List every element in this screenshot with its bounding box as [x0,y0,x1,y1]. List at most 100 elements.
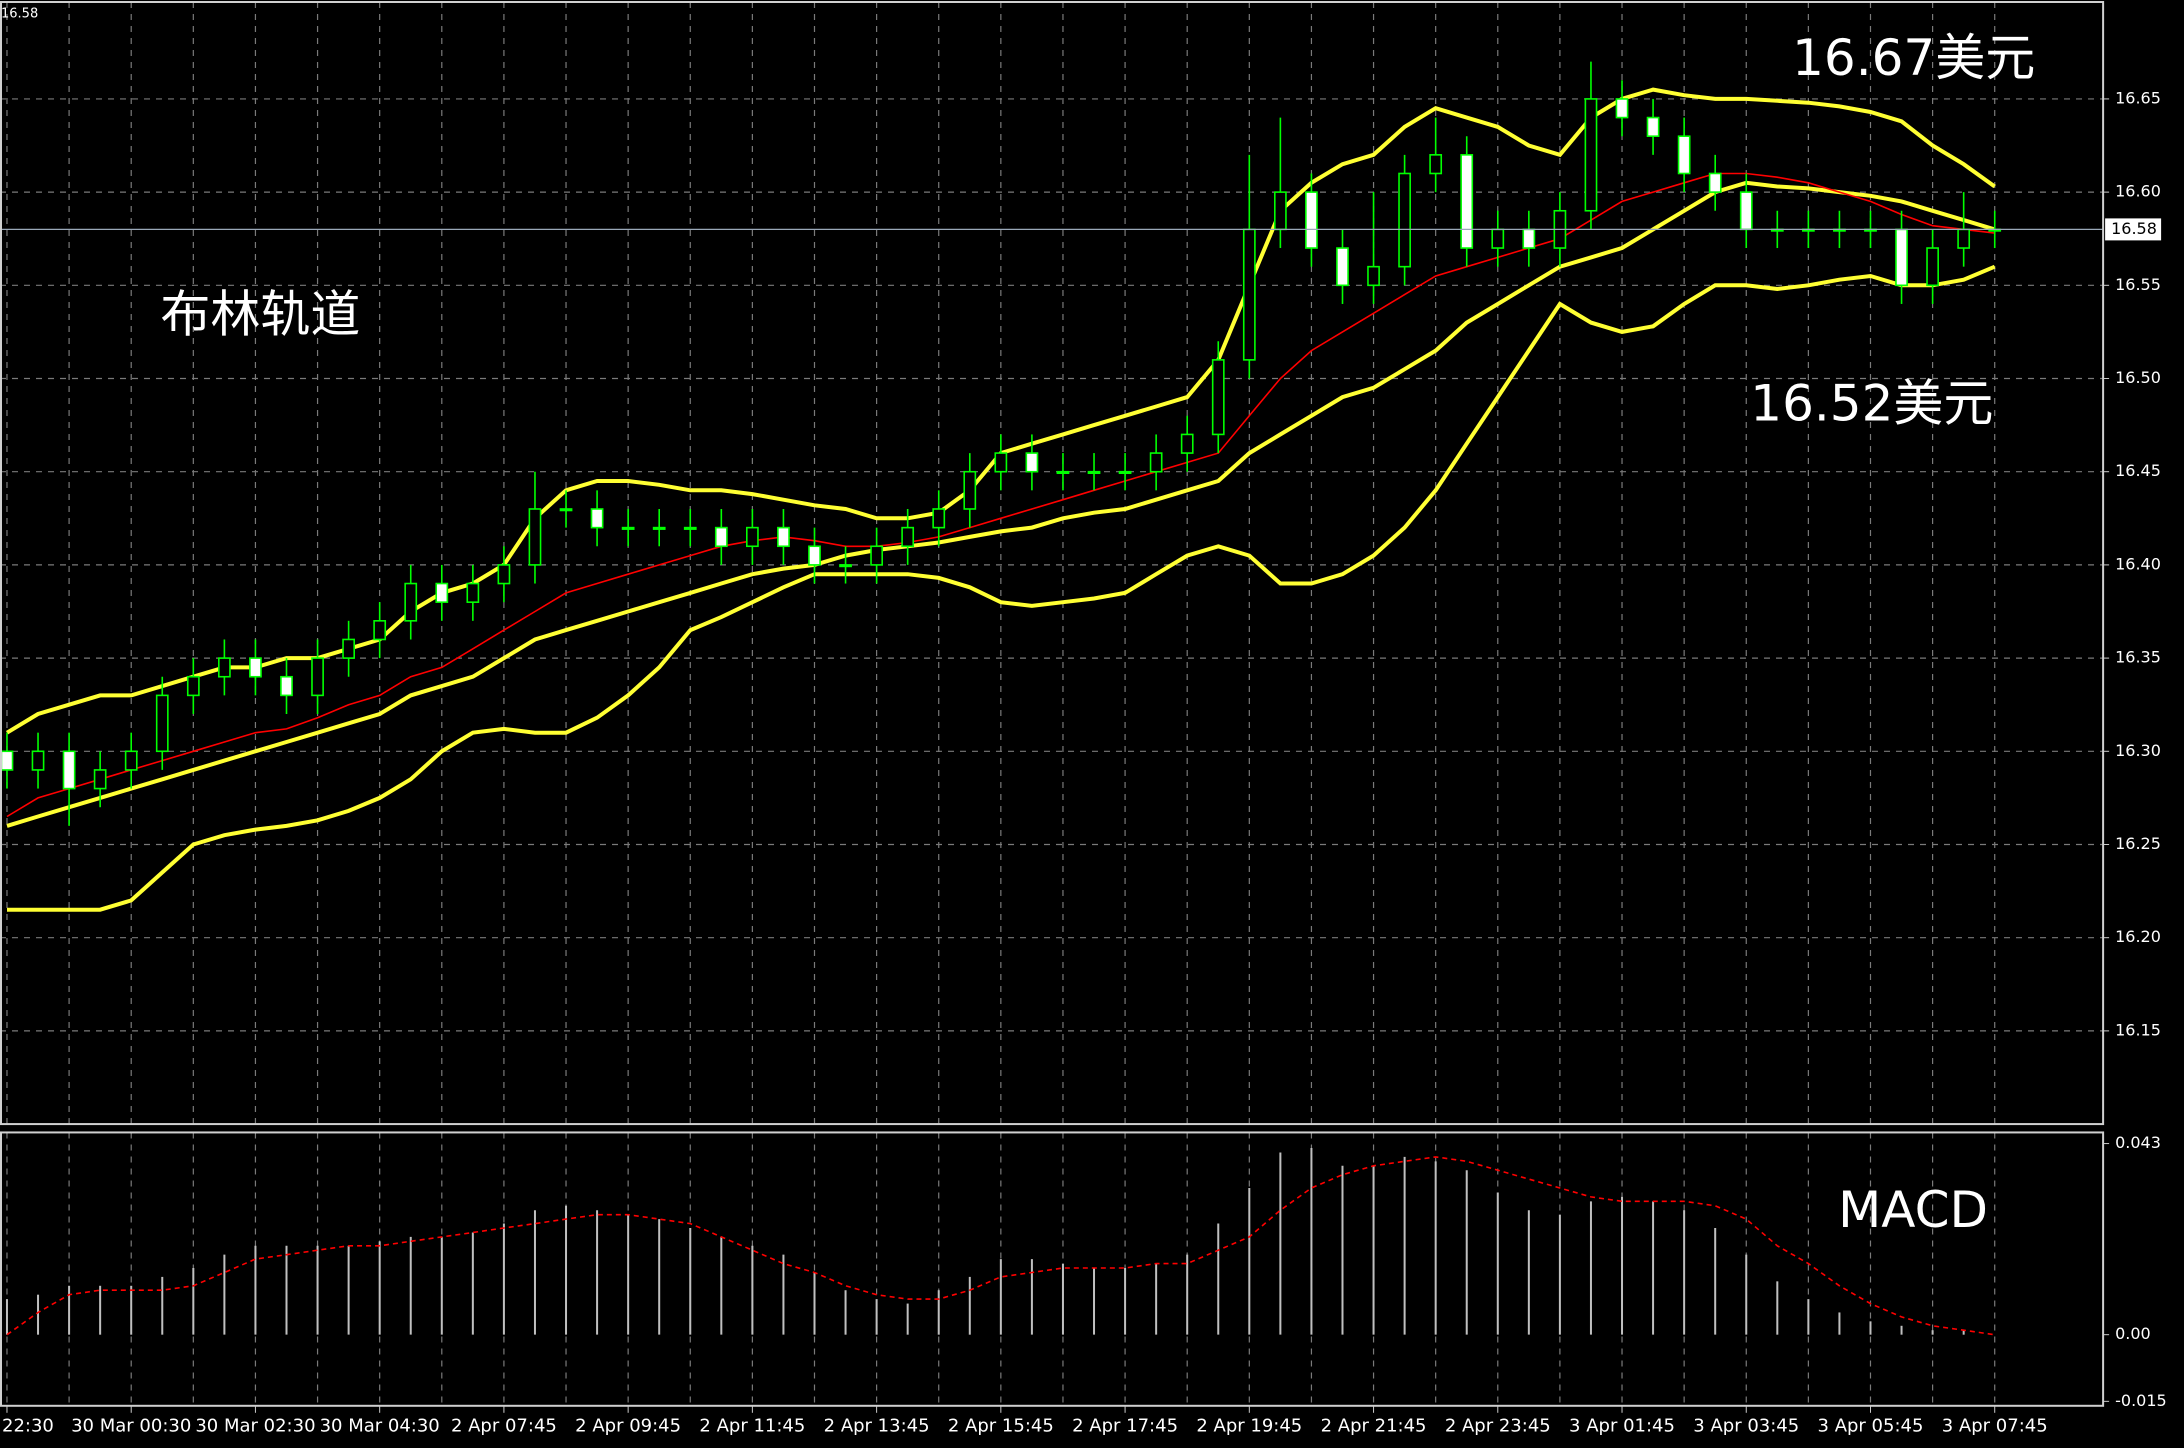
y-tick-label: 16.50 [2115,368,2161,387]
panel-frame [0,1,2105,1126]
candle-body [1118,470,1132,475]
candle-body [1460,154,1474,249]
x-tick-label: 2 Apr 17:45 [1072,1416,1178,1437]
candle-body [994,452,1008,473]
annotation: 布林轨道 [160,285,360,343]
top-price-label: 16.58 [1,7,38,22]
candle-body [870,545,883,566]
candle-body [745,526,759,548]
candle-body [683,526,697,530]
candle-body [62,750,76,790]
candle-body [528,508,542,566]
x-tick-label: 2 Apr 19:45 [1196,1416,1302,1437]
y-tick-label: 16.60 [2115,182,2161,201]
y-tick-label: 16.35 [2115,648,2161,667]
x-tick-label: 2 Apr 11:45 [699,1416,805,1437]
candle-body [435,582,449,603]
y-tick-label: 0.00 [2115,1324,2151,1343]
x-tick-label: 3 Apr 03:45 [1693,1416,1799,1437]
candle-body [1242,228,1256,361]
candle-body [155,694,169,753]
x-tick-label: 30 Mar 04:30 [320,1416,440,1437]
candle-body [1025,452,1039,473]
y-tick-label: -0.015 [2115,1391,2167,1410]
candle-body [1367,265,1380,287]
x-tick-label: 30 Mar 00:30 [71,1416,191,1437]
candle-body [1491,228,1505,249]
candle-body [249,657,262,678]
candle-body [777,526,790,548]
candle-body [1739,191,1753,231]
y-tick-label: 16.65 [2115,88,2161,107]
annotation: 16.67美元 [1792,29,2035,87]
candle-body [31,750,45,771]
y-tick-label: 16.45 [2115,461,2161,480]
candle-body [311,657,324,697]
y-tick-label: 16.25 [2115,834,2161,853]
bollinger-band [7,264,1996,912]
candle-body [186,675,200,697]
candle-body [466,582,480,603]
candle-body [1646,116,1660,138]
candle-body [1677,135,1691,175]
y-tick-label: 16.40 [2115,554,2161,573]
candle-body [559,508,573,512]
bollinger-band [6,180,1996,828]
candle-body [1180,433,1194,454]
moving-average [6,172,1995,818]
panel-title: MACD [1838,1181,1988,1239]
y-tick-label: 16.55 [2115,275,2161,294]
x-tick-label: 3 Apr 07:45 [1942,1416,2048,1437]
candle-body [497,564,511,585]
candle-body [714,526,728,548]
candle-body [1584,98,1598,212]
candle-body [1615,98,1629,119]
x-tick-label: 30 Mar 02:30 [195,1416,315,1437]
x-tick-label: 2 Apr 07:45 [451,1416,557,1437]
candle-body [963,470,977,510]
candle-body [901,526,915,548]
candle-body [0,750,14,771]
candle-body [1708,172,1722,193]
y-tick-label: 16.15 [2115,1020,2161,1039]
candle-body [342,638,355,659]
y-tick-label: 16.20 [2115,927,2161,946]
price-tag [2105,218,2162,241]
candle-body [839,564,852,568]
candle-body [808,545,821,566]
candle-body [1429,154,1443,175]
candle-body [280,675,293,697]
x-tick-label: 2 Apr 15:45 [948,1416,1054,1437]
candle-body [590,508,604,529]
candle-body [93,769,107,790]
candle-body [1056,470,1070,475]
y-tick-label: 0.043 [2115,1133,2161,1152]
candle-body [1522,228,1536,249]
candle-body [1895,228,1908,287]
x-tick-label: 2 Apr 09:45 [575,1416,681,1437]
signal-line [6,1156,1995,1336]
candle-body [373,620,387,641]
candle-body [932,508,946,529]
price-tag-label: 16.58 [2111,219,2157,238]
candle-body [404,582,418,622]
candle-body [1211,359,1225,436]
candle-body [1926,247,1939,287]
candle-body [1957,228,1971,249]
candle-body [124,750,138,771]
x-tick-label: 2 Apr 21:45 [1321,1416,1427,1437]
x-tick-label: 2 Apr 23:45 [1445,1416,1551,1437]
candle-body [1398,172,1411,268]
candle-body [1305,191,1318,249]
candle-body [621,526,635,530]
candle-body [1273,191,1287,231]
candle-body [218,657,231,678]
x-tick-label: 22:30 [2,1416,54,1437]
y-tick-label: 16.30 [2115,741,2161,760]
x-tick-label: 2 Apr 13:45 [824,1416,930,1437]
annotation: 16.52美元 [1750,375,1993,433]
x-tick-label: 3 Apr 01:45 [1569,1416,1675,1437]
x-tick-label: 3 Apr 05:45 [1818,1416,1924,1437]
